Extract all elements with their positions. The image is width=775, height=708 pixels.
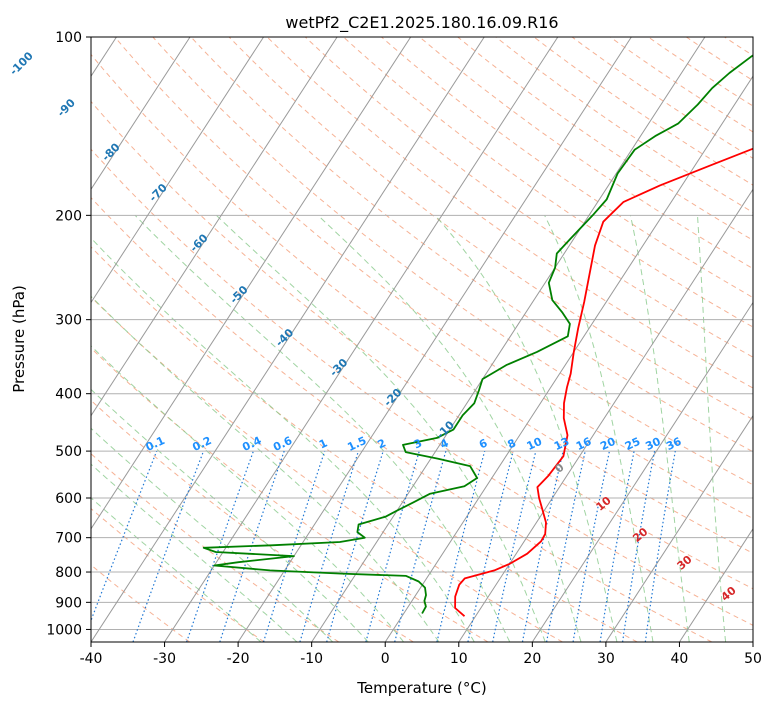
series-layer [202,54,753,617]
x-tick-label: -40 [80,651,103,667]
x-tick-label: 20 [523,651,541,667]
y-tick-label: 200 [55,208,82,224]
mixing-ratio-label: 10 [525,435,545,453]
moist-adiabat [544,215,654,642]
x-tick-label: 10 [450,651,468,667]
mixing-ratio-label: 30 [643,435,663,453]
dry-adiabat [343,37,753,328]
isotherm [91,37,191,191]
mixing-ratio-line [262,450,326,642]
chart-title: wetPf2_C2E1.2025.180.16.09.R16 [285,13,558,33]
dry-adiabat [495,37,753,213]
dry-adiabat [304,37,753,358]
y-tick-label: 500 [55,444,82,460]
dry-adiabat [190,37,753,453]
isotherm [458,188,753,642]
mixing-ratio-line [219,450,285,642]
moist-adiabat [134,214,511,642]
dry-adiabat [91,399,414,642]
y-tick-label: 800 [55,565,82,581]
x-tick-label: 0 [381,651,390,667]
dry-adiabat [228,37,753,421]
x-tick-label: -10 [300,651,323,667]
dry-adiabat [91,196,713,642]
isotherm [164,37,559,642]
mixing-ratio-line [326,450,384,642]
temperature-curve [454,147,753,617]
y-tick-label: 900 [55,595,82,611]
plot-frame [90,36,754,643]
x-tick-label: 40 [671,651,689,667]
isotherm [91,37,338,417]
dry-adiabat [91,148,753,626]
moist-adiabat [629,215,690,642]
mixing-ratio-label: 16 [574,435,594,453]
mixing-ratio-line [186,450,254,642]
isotherm [91,37,412,530]
mixing-ratio-line [436,450,486,642]
isotherm [237,37,632,642]
y-tick-label: 400 [55,387,82,403]
y-tick-label: 300 [55,313,82,329]
background-lines [91,37,753,642]
mixing-ratio-line [91,450,158,622]
x-axis-title: Temperature (°C) [356,679,486,697]
y-tick-label: 600 [55,491,82,507]
isotherm [384,75,753,642]
mixing-ratio-line [644,450,676,642]
mixing-ratio-label: 20 [598,435,618,453]
y-axis-title: Pressure (hPa) [10,285,28,393]
x-tick-label: -20 [227,651,250,667]
mixing-ratio-label: 13 [552,435,571,453]
moist-adiabat [91,463,298,642]
dry-adiabat [533,37,753,186]
dry-adiabat [381,37,753,299]
isotherm [531,301,753,642]
moist-adiabat [91,345,404,642]
mixing-ratio-label: 36 [664,435,684,453]
x-tick-label: 30 [597,651,615,667]
mixing-ratio-line [365,450,420,642]
dry-adiabat [152,37,753,486]
isotherm [679,527,753,642]
moist-adiabat [317,214,582,642]
mixing-ratio-line [492,450,537,642]
x-tick-label: -30 [153,651,176,667]
x-tick-label: 50 [744,651,762,667]
moist-adiabat [697,215,727,642]
moist-adiabat [91,427,334,642]
mixing-ratio-line [394,450,447,642]
moist-adiabat [434,214,618,642]
y-tick-label: 100 [55,30,82,46]
axes: -40 -30 -20 -10 0 10 20 30 40 50 1000 900 800 700 600 5… [46,30,762,667]
dewpoint-curve [202,54,753,614]
y-tick-label: 700 [55,531,82,547]
dry-adiabat [91,347,489,642]
mixing-ratio-line [299,450,359,642]
moist-adiabat [216,214,546,642]
y-tick-label: 1000 [46,622,82,638]
mixing-ratio-line [132,450,205,642]
isotherm [605,414,753,642]
mixing-ratio-label: 25 [623,435,642,453]
moist-adiabat [91,237,475,642]
mixing-ratio-line [467,450,514,642]
isotherm [91,37,265,304]
isotherm [91,37,485,642]
moist-adiabat [91,388,369,642]
isotherm [311,37,706,642]
dry-adiabat [266,37,753,389]
